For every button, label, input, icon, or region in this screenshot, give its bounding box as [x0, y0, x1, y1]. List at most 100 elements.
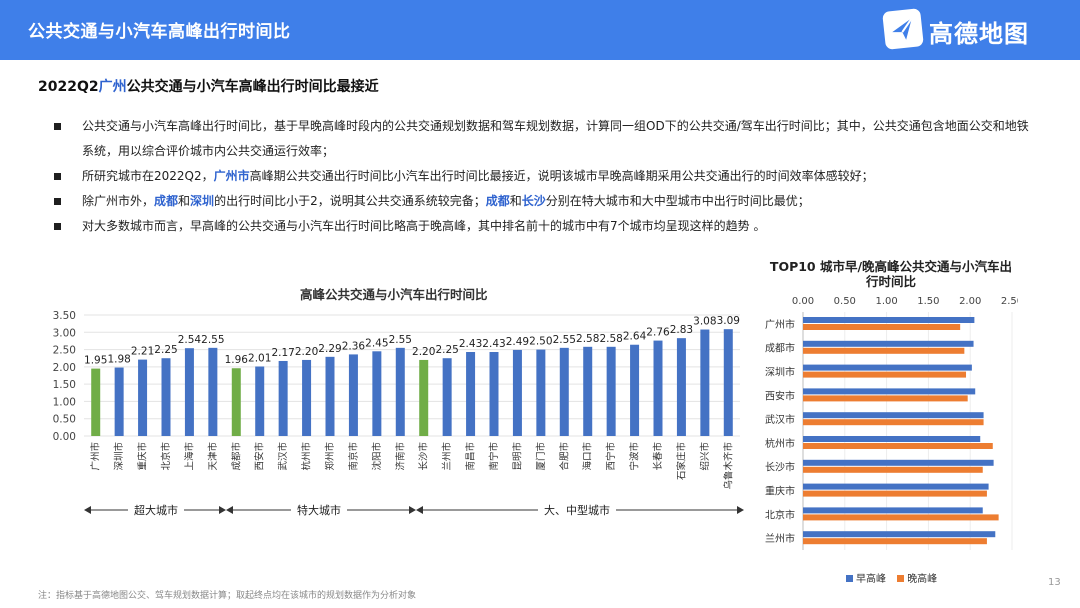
bar-early: [803, 412, 984, 419]
bar-value-label: 2.58: [599, 333, 622, 345]
bar-value-label: 2.58: [576, 333, 599, 345]
x-tick-label: 上海市: [183, 442, 195, 471]
footnote: 注：指标基于高德地图公交、驾车规划数据计算；取起终点均在该城市的规划数据作为分析…: [38, 591, 417, 601]
bar: [676, 338, 686, 436]
bar-value-label: 2.50: [529, 336, 552, 348]
bullet-item: 所研究城市在2022Q2，广州市高峰期公共交通出行时间比小汽车出行时间比最接近，…: [54, 164, 1034, 189]
bullet-highlight: 长沙: [521, 194, 546, 208]
bullet-text: 所研究城市在2022Q2，: [82, 169, 214, 183]
bullet-highlight: 深圳: [190, 194, 215, 208]
bullet-text: 除广州市外，: [82, 194, 155, 208]
bar-value-label: 2.29: [318, 343, 341, 355]
left-chart-title: 高峰公共交通与小汽车出行时间比: [300, 287, 488, 302]
bar-value-label: 1.95: [84, 355, 107, 367]
x-tick-label: 沈阳市: [371, 442, 383, 471]
bar-early: [803, 507, 983, 514]
x-tick-label: 2.50: [1001, 296, 1018, 307]
bar-value-label: 2.36: [342, 340, 366, 352]
bullet-item: 公共交通与小汽车高峰出行时间比，基于早晚高峰时段内的公共交通规划数据和驾车规划数…: [54, 114, 1034, 164]
x-tick-label: 长沙市: [418, 442, 430, 471]
bar: [302, 359, 312, 436]
section-subtitle: 2022Q2广州公共交通与小汽车高峰出行时间比最接近: [38, 76, 379, 96]
city-group-axis: 超大城市 特大城市 大、中型城市: [84, 500, 744, 520]
bullet-highlight: 成都: [485, 194, 510, 208]
x-tick-label: 宁波市: [629, 442, 641, 471]
bar-value-label: 2.43: [482, 338, 505, 350]
x-tick-label: 2.00: [959, 296, 981, 307]
x-tick-label: 长春市: [652, 442, 664, 471]
bar-value-label: 2.55: [553, 334, 576, 346]
x-tick-label: 西宁市: [605, 442, 617, 471]
bar: [91, 368, 101, 436]
bar-value-label: 2.01: [248, 353, 271, 365]
bar: [536, 349, 546, 436]
y-tick-label: 0.50: [53, 414, 76, 426]
bar-value-label: 2.49: [506, 336, 529, 348]
chart-legend: 早高峰 晚高峰: [846, 570, 945, 585]
x-tick-label: 广州市: [90, 442, 102, 471]
x-tick-label: 0.00: [792, 296, 814, 307]
subtitle-suffix: 公共交通与小汽车高峰出行时间比最接近: [126, 79, 379, 95]
bar-early: [803, 388, 976, 395]
bar-value-label: 2.54: [178, 334, 202, 346]
city-group-supercity: 特大城市: [291, 502, 347, 518]
bar: [161, 358, 171, 436]
y-tick-label: 1.00: [53, 396, 76, 408]
bar-value-label: 2.43: [459, 338, 482, 350]
y-tick-label: 深圳市: [765, 366, 795, 379]
bar: [114, 367, 124, 436]
y-tick-label: 0.00: [53, 431, 76, 443]
x-tick-label: 杭州市: [301, 442, 313, 471]
x-tick-label: 兰州市: [441, 442, 453, 471]
x-tick-label: 成都市: [230, 442, 242, 471]
bar-early: [803, 364, 972, 371]
legend-swatch-early: [846, 575, 853, 582]
legend-late-label: 晚高峰: [907, 574, 938, 585]
x-tick-label: 0.50: [834, 296, 856, 307]
bar-late: [803, 466, 983, 473]
bar-value-label: 2.20: [412, 346, 435, 358]
bar-early: [803, 483, 989, 490]
bullet-text: 和: [509, 194, 522, 208]
bullet-text: 的出行时间比小于2，说明其公共交通系统较完备；: [214, 194, 486, 208]
x-tick-label: 1.50: [917, 296, 939, 307]
bar-late: [803, 395, 968, 402]
bar-value-label: 1.98: [107, 354, 130, 366]
bar-early: [803, 317, 975, 323]
y-tick-label: 成都市: [765, 342, 795, 355]
y-tick-label: 2.00: [53, 362, 76, 374]
bar: [208, 347, 218, 436]
x-tick-label: 昆明市: [511, 442, 523, 471]
top10-bar-chart: 0.00 0.50 1.00 1.50 2.00 2.50 广州市成都市深圳市西安市武汉市杭…: [765, 296, 1018, 550]
bullet-text: 和: [178, 194, 191, 208]
x-tick-label: 石家庄市: [675, 442, 687, 481]
subtitle-highlight: 广州: [98, 79, 127, 95]
bullet-text: 高峰期公共交通出行时间比小汽车出行时间比最接近，说明该城市早晚高峰期采用公共交通…: [249, 169, 874, 183]
bar-early: [803, 340, 974, 347]
bar-value-label: 2.25: [435, 344, 458, 356]
y-tick-label: 3.00: [53, 327, 76, 339]
bar: [325, 356, 335, 436]
bar: [442, 358, 452, 436]
bullet-item: 除广州市外，成都和深圳的出行时间比小于2，说明其公共交通系统较完备；成都和长沙分…: [54, 189, 1034, 214]
bullet-text: 对大多数城市而言，早高峰的公共交通与小汽车出行时间比略高于晚高峰，其中排名前十的…: [82, 219, 766, 233]
x-tick-label: 重庆市: [137, 442, 149, 471]
ratio-bar-chart: 0.00 0.50 1.00 1.50 2.00 2.50 3.00 3.50 1.95 广州市 1…: [53, 310, 740, 490]
bar-late: [803, 514, 999, 521]
bar: [419, 359, 429, 436]
bar-late: [803, 490, 987, 497]
bullet-highlight: 广州市: [213, 169, 250, 183]
bar: [372, 351, 382, 436]
y-tick-label: 长沙市: [765, 461, 795, 474]
bar-late: [803, 443, 993, 449]
bar: [512, 349, 522, 436]
header-bar: 公共交通与小汽车高峰出行时间比 高德地图: [0, 0, 1080, 60]
bar: [255, 366, 265, 436]
bar: [653, 340, 663, 436]
bar-early: [803, 459, 994, 466]
bar-value-label: 2.64: [623, 331, 647, 343]
x-tick-label: 绍兴市: [699, 442, 711, 471]
subtitle-prefix: 2022Q2: [38, 79, 99, 95]
right-chart-title: TOP10 城市早/晚高峰公共交通与小汽车出行时间比: [769, 259, 1013, 289]
bullet-list: 公共交通与小汽车高峰出行时间比，基于早晚高峰时段内的公共交通规划数据和驾车规划数…: [54, 114, 1034, 239]
